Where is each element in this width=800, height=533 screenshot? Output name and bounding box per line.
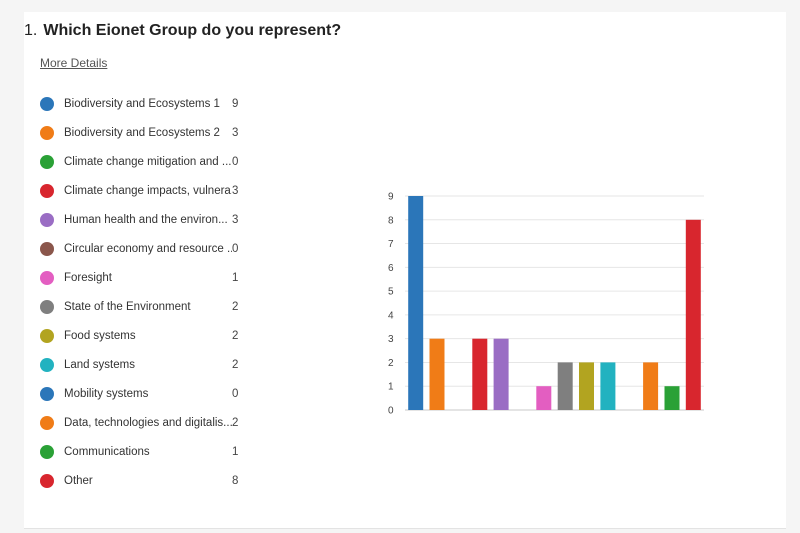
y-tick-label: 9 [388, 192, 394, 203]
legend-label: Foresight [64, 271, 112, 284]
legend-swatch [40, 270, 54, 285]
legend-swatch [40, 241, 54, 256]
legend-swatch [40, 299, 54, 314]
bar[interactable] [429, 338, 445, 410]
legend-label: Biodiversity and Ecosystems 1 [64, 97, 220, 110]
legend-count: 3 [232, 184, 239, 197]
y-tick-label: 1 [388, 382, 394, 393]
legend-count: 1 [232, 271, 239, 284]
y-tick-label: 3 [388, 334, 394, 345]
legend-count: 0 [232, 155, 239, 168]
bar[interactable] [643, 362, 659, 410]
question-card [24, 12, 786, 529]
legend-swatch [40, 212, 54, 227]
legend-label: Climate change mitigation and ... [64, 155, 232, 168]
legend-count: 2 [232, 329, 239, 342]
question-title: 1. Which Eionet Group do you represent? [24, 22, 341, 40]
legend-count: 0 [232, 387, 239, 400]
legend-swatch [40, 183, 54, 198]
legend-swatch [40, 154, 54, 169]
legend-count: 2 [232, 416, 239, 429]
legend-item: Data, technologies and digitalis... 2 [40, 408, 252, 437]
legend-count: 2 [232, 358, 239, 371]
bar[interactable] [579, 362, 594, 410]
question-number: 1. [24, 22, 38, 39]
bar[interactable] [685, 219, 701, 410]
legend-count: 0 [232, 242, 239, 255]
legend-item: Food systems 2 [40, 321, 252, 350]
legend-item: Biodiversity and Ecosystems 1 9 [40, 89, 252, 118]
legend-label: Data, technologies and digitalis... [64, 416, 232, 429]
legend-swatch [40, 386, 54, 401]
legend-item: Foresight 1 [40, 263, 252, 292]
legend-item: Biodiversity and Ecosystems 2 3 [40, 118, 252, 147]
legend-item: Human health and the environ... 3 [40, 205, 252, 234]
y-tick-label: 4 [388, 310, 394, 321]
legend-label: Other [64, 474, 93, 487]
legend-count: 1 [232, 445, 239, 458]
legend-item: Climate change impacts, vulnera... 3 [40, 176, 252, 205]
legend-item: Mobility systems 0 [40, 379, 252, 408]
legend-swatch [40, 328, 54, 343]
legend-count: 9 [232, 97, 239, 110]
legend-label: Food systems [64, 329, 136, 342]
y-tick-label: 5 [388, 287, 394, 298]
bar[interactable] [408, 196, 424, 410]
legend-item: Other 8 [40, 466, 252, 495]
legend-label: Climate change impacts, vulnera... [64, 184, 232, 197]
legend-label: Land systems [64, 358, 135, 371]
legend-item: Circular economy and resource ... 0 [40, 234, 252, 263]
legend-count: 2 [232, 300, 239, 313]
legend-label: State of the Environment [64, 300, 191, 313]
y-tick-label: 7 [388, 239, 394, 250]
bar[interactable] [664, 386, 680, 410]
more-details-link[interactable]: More Details [40, 56, 108, 70]
chart-legend: Biodiversity and Ecosystems 1 9 Biodiversi… [40, 89, 252, 495]
legend-swatch [40, 473, 54, 488]
bar[interactable] [493, 338, 509, 410]
legend-label: Circular economy and resource ... [64, 242, 232, 255]
legend-count: 3 [232, 213, 239, 226]
legend-item: State of the Environment 2 [40, 292, 252, 321]
legend-swatch [40, 125, 54, 140]
bar[interactable] [536, 386, 552, 410]
legend-swatch [40, 444, 54, 459]
y-tick-label: 0 [388, 406, 394, 417]
y-tick-label: 6 [388, 263, 394, 274]
y-tick-label: 2 [388, 358, 394, 369]
legend-label: Human health and the environ... [64, 213, 228, 226]
legend-swatch [40, 415, 54, 430]
bar-chart: 0 1 2 3 4 5 6 7 8 9 [388, 192, 704, 417]
legend-swatch [40, 357, 54, 372]
legend-item: Communications 1 [40, 437, 252, 466]
legend-label: Biodiversity and Ecosystems 2 [64, 126, 220, 139]
bar[interactable] [557, 362, 573, 410]
legend-label: Mobility systems [64, 387, 149, 400]
legend-item: Land systems 2 [40, 350, 252, 379]
bar[interactable] [472, 338, 488, 410]
question-text: Which Eionet Group do you represent? [43, 22, 342, 39]
legend-count: 3 [232, 126, 239, 139]
legend-count: 8 [232, 474, 239, 487]
legend-label: Communications [64, 445, 150, 458]
y-tick-label: 8 [388, 215, 394, 226]
legend-item: Climate change mitigation and ... 0 [40, 147, 252, 176]
legend-swatch [40, 96, 54, 111]
bar[interactable] [600, 362, 616, 410]
